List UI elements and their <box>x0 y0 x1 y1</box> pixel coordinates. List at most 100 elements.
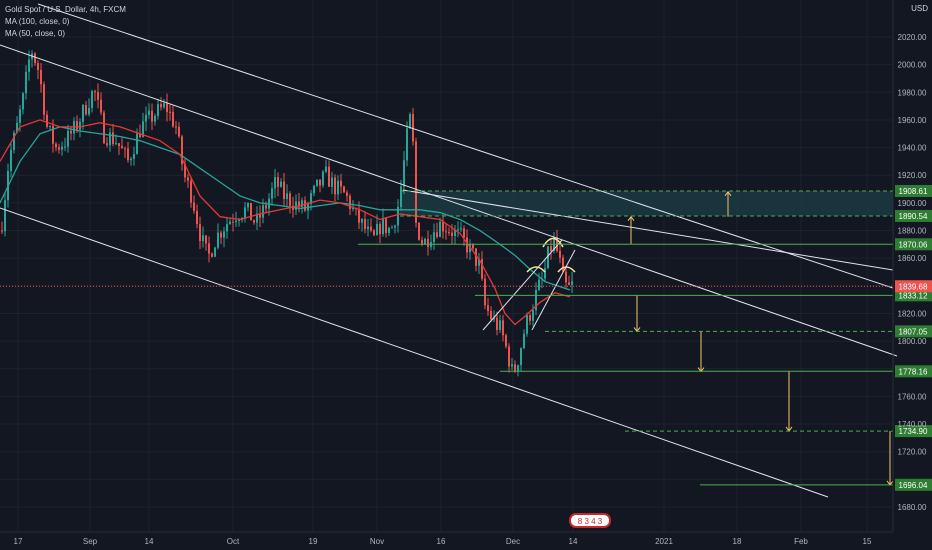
candle-body <box>259 213 261 218</box>
currency-label[interactable]: USD <box>911 4 928 13</box>
price-tick: 1800.00 <box>898 337 927 346</box>
candle-body <box>49 125 51 127</box>
candle-body <box>151 110 153 122</box>
candle-body <box>97 92 99 100</box>
level-label-bg <box>895 425 932 438</box>
candle-body <box>289 193 291 206</box>
candle-body <box>280 181 282 187</box>
candle-body <box>511 364 513 367</box>
candle-body <box>205 235 207 244</box>
price-levels: 1908.61 1890.54 1870.06 1833.12 1807.05 1778.… <box>0 184 932 491</box>
candle-body <box>235 220 237 223</box>
candle-body <box>25 71 27 94</box>
level-label: 1833.12 <box>899 291 928 300</box>
candle-body <box>163 103 165 108</box>
candle-body <box>514 364 516 372</box>
candle-body <box>166 103 168 112</box>
candle-body <box>499 320 501 330</box>
candle-body <box>262 205 264 218</box>
candle-body <box>223 231 225 238</box>
badge-bg <box>569 513 611 528</box>
candle-body <box>40 70 42 85</box>
candle-body <box>418 222 420 240</box>
ma100-line <box>0 126 571 291</box>
target-zone-box <box>400 190 893 216</box>
candle-body <box>226 224 228 232</box>
candle-body <box>181 136 183 165</box>
candle-body <box>127 148 129 161</box>
candle-body <box>244 207 246 218</box>
candle-body <box>94 91 96 93</box>
candle-body <box>517 365 519 372</box>
candle-body <box>295 201 297 210</box>
candle-body <box>100 99 102 113</box>
projection-arrowhead <box>627 215 635 222</box>
candle-body <box>43 84 45 115</box>
candle-body <box>22 93 24 110</box>
candle-body <box>529 315 531 321</box>
candle-body <box>1 230 3 232</box>
candle-body <box>562 257 564 272</box>
chart-grid <box>0 0 893 532</box>
candle-body <box>85 105 87 115</box>
time-tick: Oct <box>227 537 240 546</box>
candle-body <box>118 143 120 147</box>
candle-body <box>457 229 459 231</box>
candle-body <box>445 231 447 233</box>
candle-body <box>247 203 249 208</box>
candle-body <box>178 126 180 137</box>
candle-body <box>88 108 90 115</box>
candle-body <box>64 146 66 148</box>
candle-body <box>475 248 477 266</box>
candle-body <box>172 111 174 127</box>
time-tick: 15 <box>863 537 872 546</box>
price-tick: 1720.00 <box>898 448 927 457</box>
candle-body <box>10 149 12 171</box>
candle-body <box>520 348 522 366</box>
time-tick: Feb <box>794 537 808 546</box>
time-tick: Nov <box>370 537 384 546</box>
candle-body <box>406 128 408 161</box>
candle-body <box>133 154 135 159</box>
candle-body <box>103 112 105 144</box>
candle-body <box>424 238 426 245</box>
wedge-upper <box>482 239 563 331</box>
candle-body <box>256 213 258 223</box>
candle-body <box>433 232 435 243</box>
candle-body <box>283 181 285 200</box>
time-tick: Sep <box>83 537 98 546</box>
candle-body <box>250 203 252 221</box>
candle-body <box>160 104 162 108</box>
candle-body <box>214 247 216 257</box>
candle-body <box>46 114 48 127</box>
candle-body <box>559 250 561 258</box>
candle-body <box>493 317 495 320</box>
candle-body <box>19 109 21 123</box>
candle-body <box>190 180 192 203</box>
candle-body <box>334 177 336 195</box>
candle-body <box>211 253 213 257</box>
candle-body <box>208 243 210 254</box>
candle-body <box>106 143 108 146</box>
price-tick: 1920.00 <box>898 171 927 180</box>
candle-body <box>274 177 276 189</box>
ma50-legend: MA (50, close, 0) <box>5 29 66 38</box>
candle-body <box>412 114 414 142</box>
candle-body <box>130 158 132 161</box>
level-label-bg <box>895 289 932 302</box>
candle-body <box>148 110 150 115</box>
candle-body <box>61 146 63 150</box>
channel-line <box>402 189 894 271</box>
candle-body <box>538 279 540 290</box>
price-tick: 1960.00 <box>898 116 927 125</box>
candle-body <box>466 237 468 253</box>
symbol-title: Gold Spot / U.S. Dollar, 4h, FXCM <box>5 5 126 14</box>
candle-body <box>91 91 93 109</box>
level-label-bg <box>895 238 932 251</box>
candle-body <box>391 227 393 229</box>
candle-body <box>505 335 507 347</box>
candle-body <box>463 228 465 238</box>
candle-body <box>367 226 369 230</box>
price-tick: 2020.00 <box>898 33 927 42</box>
